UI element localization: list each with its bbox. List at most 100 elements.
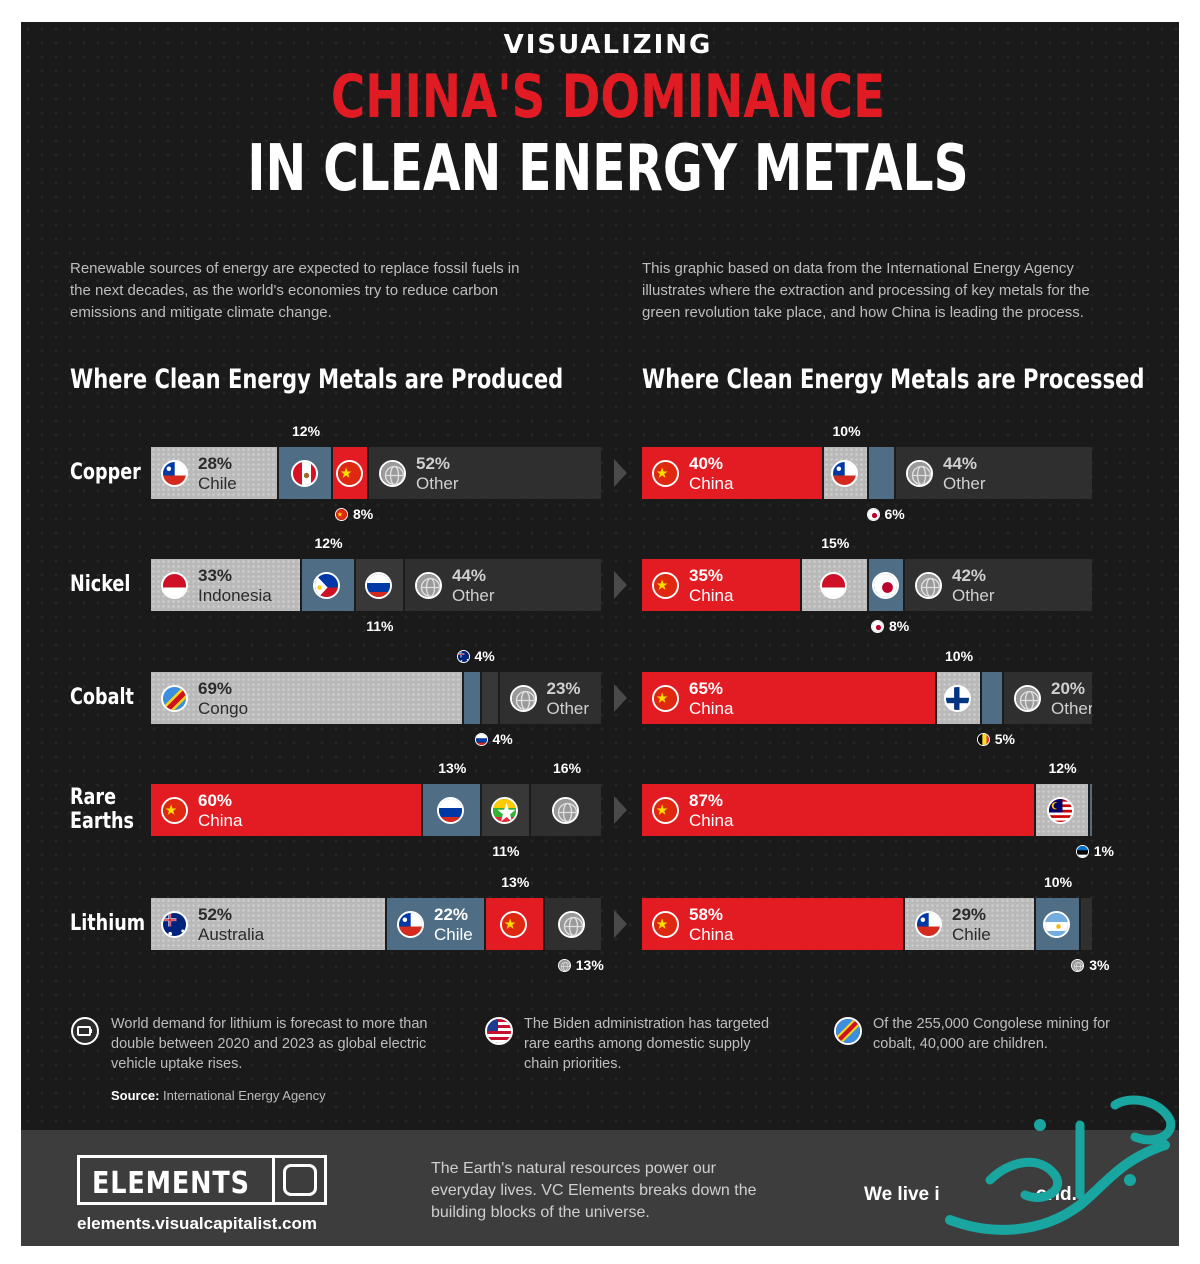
china-flag-icon [335,460,363,487]
segment-china [331,447,367,499]
china-flag-icon [652,460,679,487]
arrow-chevron-icon [614,684,627,712]
chile-flag-icon [161,460,188,487]
source-line: Source: International Energy Agency [111,1088,326,1103]
indonesia-flag-icon [819,572,847,599]
segment-value: 35% [689,566,724,585]
segment-estonia [1087,784,1092,836]
segment-russia [421,784,480,836]
segment-country: Chile [434,925,473,944]
segment-country: Other [546,699,590,718]
argentina-flag-icon [1042,911,1070,938]
bar-produced-rare-earths: 60% China [151,784,601,836]
usa-flag-icon [485,1017,513,1045]
segment-value: 40% [689,454,724,473]
segment-china: 65% China [642,672,935,724]
segment-other: 20% Other [1002,672,1092,724]
source-label: Source: [111,1088,160,1103]
russia-flag-icon [364,572,392,599]
china-flag-icon [652,685,679,712]
china-flag-icon [652,797,679,824]
segment-value: 29% [952,905,987,924]
bar-produced-cobalt: 69% Congo 23% Other [151,672,601,724]
segment-value-external: 1% [1093,843,1114,859]
segment-value: 22% [434,905,469,924]
segment-indonesia [799,559,867,611]
segment-value-external: 13% [575,957,604,973]
segment-other: 52% Other [367,447,601,499]
section-title-produced: Where Clean Energy Metals are Produced [70,364,564,395]
vc-logo-icon [283,1164,317,1196]
segment-value: 20% [1051,679,1086,698]
segment-value-external: 10% [945,648,974,664]
segment-japan [867,447,894,499]
segment-belgium [979,672,1002,724]
segment-finland [934,672,980,724]
china-flag-icon [161,797,188,824]
chile-flag-icon [831,460,858,487]
segment-country: Indonesia [198,586,272,605]
segment-value-external: 13% [501,874,530,890]
metal-label-nickel: Nickel [70,572,131,597]
logo-text: ELEMENTS [92,1166,250,1201]
metal-label-cobalt: Cobalt [70,685,134,710]
segment-value: 44% [943,454,978,473]
elements-logo[interactable]: ELEMENTS [77,1155,327,1205]
intro-right: This graphic based on data from the Inte… [642,260,1090,321]
globe-icon [551,797,579,824]
japan-flag-icon [871,572,899,599]
arrow-chevron-icon [614,459,627,487]
segment-country: Other [952,586,995,605]
segment-china: 35% China [642,559,800,611]
title-line-2: CHINA'S DOMINANCE [330,62,886,132]
segment-country: Chile [952,925,991,944]
section-title-processed: Where Clean Energy Metals are Processed [642,364,1145,395]
segment-other: 44% Other [894,447,1092,499]
intro-left: Renewable sources of energy are expected… [70,260,520,321]
bar-produced-lithium: 52% Australia 22% Chile [151,898,601,950]
japan-flag-icon [871,620,884,633]
segment-value-external: 12% [1048,760,1077,776]
indonesia-flag-icon [161,572,188,599]
segment-value-external: 4% [492,731,513,747]
segment-value-external: 6% [884,506,905,522]
note-rare-earths: The Biden administration has targeted ra… [524,1016,770,1072]
segment-japan [867,559,903,611]
segment-country: Australia [198,925,265,944]
malaysia-flag-icon [1047,797,1074,824]
segment-argentina [1033,898,1079,950]
note-cobalt: Of the 255,000 Congolese mining for coba… [873,1016,1110,1052]
metal-label-lithium: Lithium [70,911,146,936]
segment-value-external: 8% [353,506,374,522]
segment-value-external: 4% [474,648,495,664]
segment-indonesia: 33% Indonesia [151,559,300,611]
segment-value-external: 11% [492,843,520,859]
china-flag-icon [652,572,679,599]
segment-country: China [689,925,734,944]
segment-country: Other [943,474,986,493]
segment-value: 60% [198,791,233,810]
segment-china: 87% China [642,784,1034,836]
bar-produced-copper: 28% Chile 52% Other [151,447,601,499]
segment-value: 69% [198,679,233,698]
segment-value: 28% [198,454,233,473]
title-line-3: IN CLEAN ENERGY METALS [247,132,969,206]
finland-flag-icon [943,685,971,712]
estonia-flag-icon [1075,845,1089,858]
russia-flag-icon [474,733,488,746]
segment-country: Chile [198,474,237,493]
segment-malaysia [1033,784,1088,836]
segment-country: China [689,811,734,830]
segment-value: 87% [689,791,724,810]
segment-peru [277,447,331,499]
arrow-chevron-icon [614,796,627,824]
myanmar-flag-icon [490,797,518,824]
segment-other: 23% Other [497,672,601,724]
segment-value: 33% [198,566,233,585]
china-flag-icon [335,508,348,521]
footer-url[interactable]: elements.visualcapitalist.com [77,1214,317,1233]
segment-value: 52% [198,905,233,924]
segment-value-external: 16% [553,760,582,776]
bar-produced-nickel: 33% Indonesia 44% Other [151,559,601,611]
